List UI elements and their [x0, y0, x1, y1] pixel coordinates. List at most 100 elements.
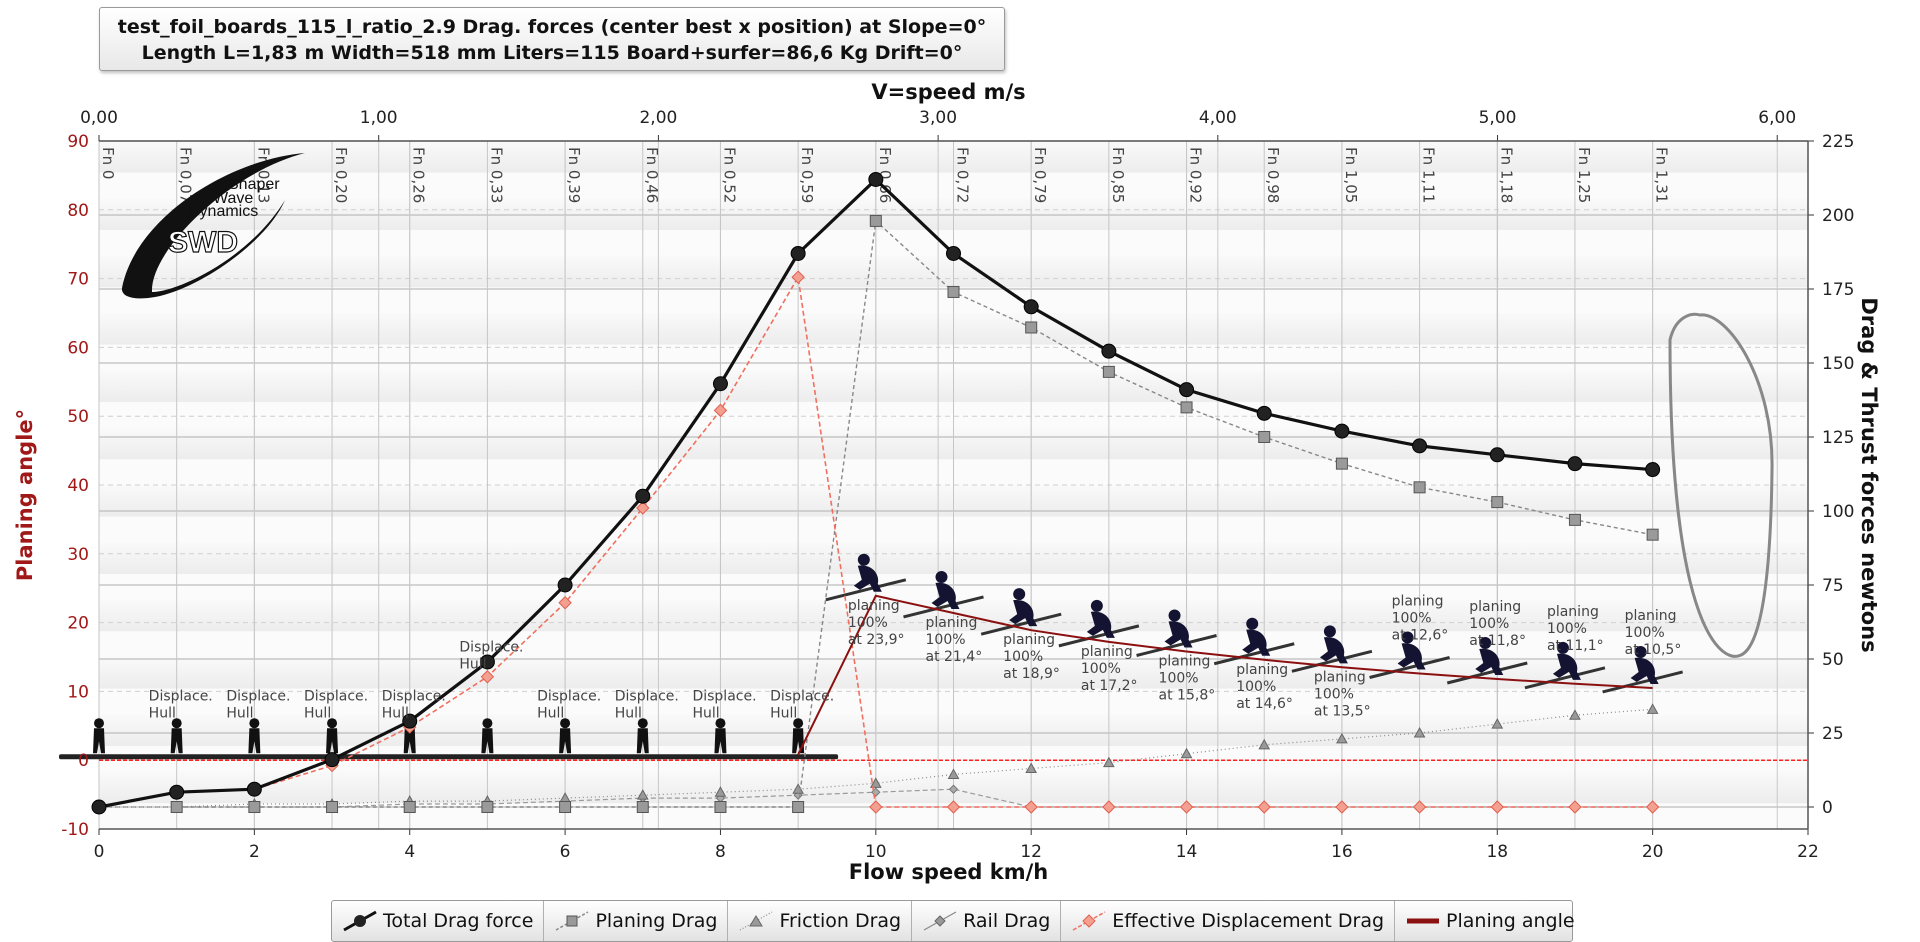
logo-swoosh-icon [121, 153, 305, 299]
surfer-planing-icon [903, 570, 984, 619]
froude-label: Fn 0,07 [177, 147, 195, 203]
displace-hull-label: Hull [459, 656, 486, 672]
board-icon [1058, 624, 1140, 648]
displace-hull-label: Hull [382, 705, 409, 721]
friction-drag-point [1569, 709, 1581, 720]
displace-hull-label: Displace. [692, 688, 756, 704]
y-right-tick-label: 75 [1822, 576, 1844, 596]
effective-displacement-point [1412, 800, 1427, 814]
surfer-standing-icon [680, 718, 761, 760]
legend-item-rail-drag[interactable]: Rail Drag [912, 901, 1062, 941]
displace-hull-label: Hull [770, 705, 797, 721]
x-tick-label: 16 [1331, 842, 1353, 862]
planing-drag-point [1258, 431, 1271, 443]
y-left-tick-label: 30 [67, 545, 89, 565]
displace-hull-label: Hull [537, 705, 564, 721]
planing-label: at 13,5° [1314, 703, 1371, 719]
y-left-tick-label: 70 [67, 270, 89, 290]
surfer-body [1009, 599, 1038, 627]
planing-label: 100% [1236, 679, 1276, 695]
x2-tick-label: 2,00 [639, 108, 677, 128]
froude-label: Fn 0,72 [954, 147, 972, 203]
froude-label: Fn 0,39 [565, 147, 583, 203]
total-drag-point [1412, 438, 1428, 454]
y-right-tick-label: 100 [1822, 502, 1854, 522]
friction-drag-point [1336, 732, 1348, 744]
legend-item-friction-drag[interactable]: Friction Drag [728, 901, 913, 941]
y-right-tick-label: 25 [1822, 724, 1844, 744]
logo-text-shaper: Shaper [228, 176, 280, 193]
y-right-tick-label: 150 [1822, 354, 1854, 374]
displace-hull-label: Displace. [226, 688, 290, 704]
total-drag-point [91, 799, 107, 815]
total-drag-point [1101, 343, 1117, 359]
effective-displacement-point [869, 800, 883, 814]
legend: Total Drag force Planing Drag Friction D… [331, 900, 1575, 942]
series-line-effective-displacement-drag [98, 274, 1653, 808]
total-drag-point [790, 245, 806, 261]
legend-item-planing-drag[interactable]: Planing Drag [544, 901, 729, 941]
planing-label: planing [1159, 653, 1211, 669]
y-left-tick-label: 0 [78, 751, 89, 771]
x-tick-label: 6 [560, 842, 571, 862]
legend-total-drag-label: Total Drag force [383, 910, 534, 932]
displace-hull-label: Displace. [615, 688, 679, 704]
x-tick-label: 0 [94, 842, 105, 862]
froude-label: Fn 0,33 [487, 147, 505, 203]
legend-item-effective-displacement[interactable]: Effective Displacement Drag [1061, 901, 1396, 941]
planing-label: 100% [926, 632, 966, 648]
y-left-tick-label: 20 [67, 614, 89, 634]
board-icon [758, 754, 839, 760]
legend-item-planing-angle[interactable]: Planing angle [1395, 901, 1585, 941]
effective-displacement-point [1024, 800, 1038, 814]
planing-drag-point [792, 801, 805, 813]
surfer-head [1323, 625, 1336, 638]
x2-tick-label: 5,00 [1479, 108, 1517, 128]
surfer-standing-icon [602, 718, 683, 760]
x-tick-label: 8 [715, 842, 726, 862]
legend-friction-drag-label: Friction Drag [779, 910, 902, 932]
friction-drag-point [714, 786, 727, 797]
surfer-planing-icon [1058, 599, 1140, 648]
x-tick-label: 10 [865, 842, 887, 862]
surfer-head [637, 718, 648, 729]
legend-item-total-drag[interactable]: Total Drag force [332, 901, 545, 941]
y-left-axis-title: Planing angle° [13, 409, 37, 581]
total-drag-point [1256, 405, 1272, 421]
surfer-body [931, 582, 960, 609]
surfer-head [171, 718, 182, 729]
froude-label: Fn 0,79 [1031, 147, 1049, 203]
x-tick-label: 22 [1797, 842, 1819, 862]
total-drag-point [246, 781, 262, 797]
planing-label: 100% [1081, 661, 1121, 677]
surfer-body [1164, 621, 1193, 648]
surfer-body [326, 728, 339, 754]
effective-displacement-point [1335, 800, 1349, 814]
surfer-head [1634, 645, 1647, 658]
legend-planing-drag-icon [556, 911, 589, 931]
planing-drag-point [869, 214, 882, 227]
friction-drag-point [1258, 738, 1271, 750]
total-drag-point [169, 784, 185, 800]
friction-drag-point [1491, 718, 1504, 729]
y-right-tick-label: 125 [1822, 428, 1854, 448]
legend-rail-drag-icon [923, 911, 957, 931]
planing-label: at 23,9° [848, 632, 905, 648]
y-left-tick-label: 40 [67, 476, 89, 496]
displace-hull-label: Displace. [459, 639, 523, 655]
displace-hull-label: Displace. [770, 688, 834, 704]
effective-displacement-point [1179, 800, 1194, 814]
surfer-standing-icon [59, 718, 139, 760]
froude-label: Fn 0,46 [643, 147, 661, 203]
x2-tick-label: 4,00 [1199, 108, 1237, 128]
surfer-head [249, 718, 260, 729]
y-left-tick-label: 80 [67, 201, 89, 221]
planing-drag-point [1335, 457, 1348, 470]
surfer-head [1246, 617, 1259, 630]
planing-label: at 10,5° [1625, 642, 1682, 658]
surfer-body [248, 728, 261, 754]
planing-label: planing [1003, 632, 1055, 648]
board-icon [1446, 661, 1528, 685]
surfer-standing-icon [214, 718, 295, 760]
froude-label: Fn 0,52 [720, 147, 738, 203]
